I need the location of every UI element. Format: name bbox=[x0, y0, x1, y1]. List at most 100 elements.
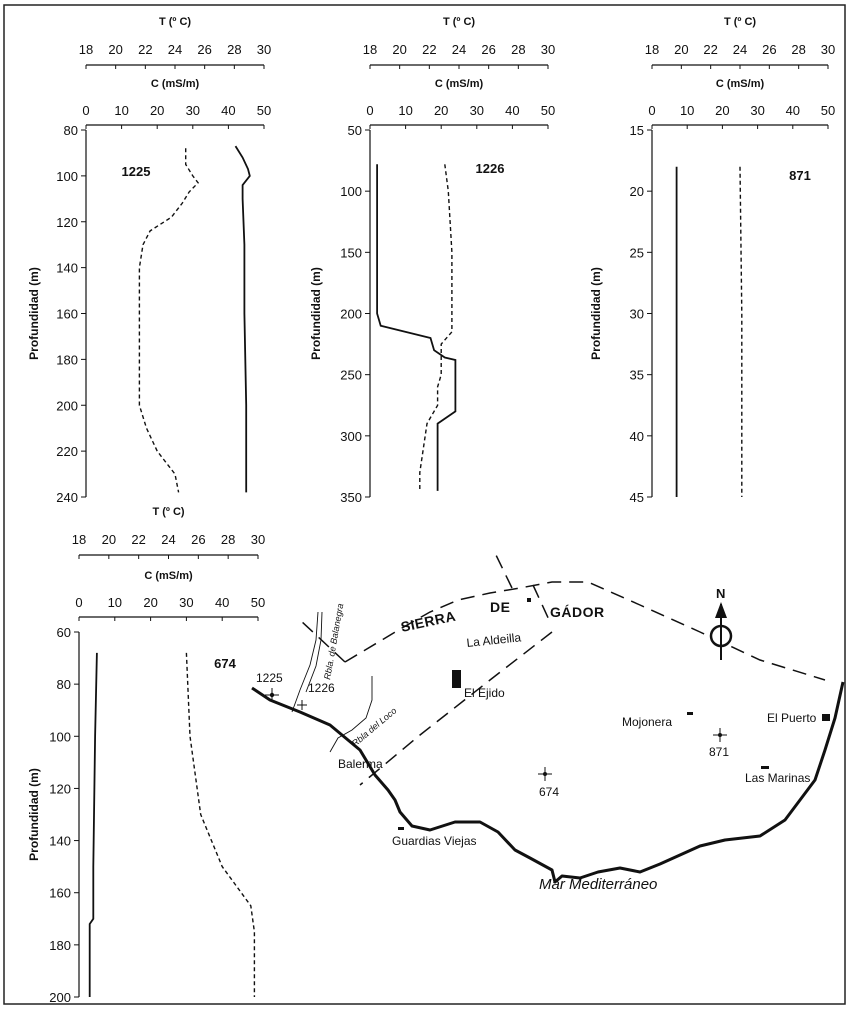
profile-line-solid bbox=[234, 145, 251, 493]
conductivity-tick-label: 40 bbox=[221, 103, 235, 118]
temperature-tick-label: 24 bbox=[452, 42, 466, 57]
temperature-tick-label: 28 bbox=[221, 532, 235, 547]
temperature-tick-label: 24 bbox=[161, 532, 175, 547]
temperature-tick-label: 18 bbox=[72, 532, 86, 547]
temperature-tick-label: 28 bbox=[227, 42, 241, 57]
boundary-dashed bbox=[344, 581, 826, 681]
depth-profile-1226: T (º C) 18 20 22 24 26 28 30 C (mS/m) 0 10 20 30 40 50… bbox=[309, 16, 555, 505]
stream-loco bbox=[329, 676, 373, 753]
depth-profile-871: T (º C) 18 20 22 24 26 28 30 C (mS/m) 0 10 20 30 40 50… bbox=[589, 16, 835, 505]
boundary-dashed-west bbox=[299, 619, 346, 663]
well-1226-marker bbox=[297, 700, 307, 710]
la-aldeilla-label: La Aldeilla bbox=[466, 630, 522, 650]
depth-tick-label: 140 bbox=[56, 261, 78, 276]
conductivity-tick-label: 0 bbox=[82, 103, 89, 118]
temperature-tick-label: 22 bbox=[422, 42, 436, 57]
depth-tick-label: 180 bbox=[49, 938, 71, 953]
profile-id-label: 674 bbox=[214, 656, 236, 671]
temperature-tick-label: 18 bbox=[79, 42, 93, 57]
conductivity-tick-label: 0 bbox=[75, 595, 82, 610]
depth-tick-label: 140 bbox=[49, 834, 71, 849]
temperature-tick-label: 24 bbox=[733, 42, 747, 57]
temperature-tick-label: 26 bbox=[197, 42, 211, 57]
depth-tick-label: 20 bbox=[630, 184, 644, 199]
las-marinas-town-marker bbox=[761, 766, 769, 769]
temperature-axis-label: T (º C) bbox=[724, 16, 756, 28]
temperature-tick-label: 20 bbox=[392, 42, 406, 57]
depth-tick-label: 200 bbox=[49, 990, 71, 1005]
temperature-tick-label: 30 bbox=[821, 42, 835, 57]
depth-tick-label: 120 bbox=[56, 215, 78, 230]
guardias-viejas-label: Guardias Viejas bbox=[392, 834, 477, 848]
conductivity-tick-label: 30 bbox=[750, 103, 764, 118]
boundary-dashed-south bbox=[359, 631, 553, 786]
well-1225-marker bbox=[265, 688, 279, 702]
north-arrow-icon: N bbox=[709, 586, 733, 660]
conductivity-tick-label: 50 bbox=[821, 103, 835, 118]
conductivity-tick-label: 20 bbox=[715, 103, 729, 118]
location-map: 1225 1226 871 674 SIERRA DE GÁDOR La Ald… bbox=[251, 552, 845, 893]
temperature-tick-label: 20 bbox=[102, 532, 116, 547]
temperature-axis-label: T (º C) bbox=[159, 16, 191, 28]
depth-tick-label: 300 bbox=[340, 429, 362, 444]
conductivity-tick-label: 30 bbox=[470, 103, 484, 118]
temperature-axis-label: T (º C) bbox=[152, 506, 184, 518]
conductivity-axis-label: C (mS/m) bbox=[144, 570, 193, 582]
depth-tick-label: 120 bbox=[49, 781, 71, 796]
las-marinas-label: Las Marinas bbox=[745, 771, 810, 785]
depth-tick-label: 25 bbox=[630, 245, 644, 260]
stream-balanegra-label: Rbla. de Balanegra bbox=[322, 603, 345, 681]
temperature-tick-label: 26 bbox=[481, 42, 495, 57]
conductivity-tick-label: 20 bbox=[434, 103, 448, 118]
well-871-marker bbox=[713, 728, 727, 742]
depth-tick-label: 150 bbox=[340, 245, 362, 260]
conductivity-axis-label: C (mS/m) bbox=[716, 78, 765, 90]
conductivity-tick-label: 0 bbox=[648, 103, 655, 118]
temperature-tick-label: 26 bbox=[191, 532, 205, 547]
conductivity-tick-label: 10 bbox=[114, 103, 128, 118]
depth-profile-1225: T (º C) 18 20 22 24 26 28 30 C (mS/m) 0 10 20 30 40 50… bbox=[27, 16, 271, 505]
el-ejido-label: El Ejido bbox=[464, 686, 505, 700]
depth-tick-label: 200 bbox=[56, 398, 78, 413]
well-1226-label: 1226 bbox=[308, 681, 335, 695]
depth-tick-label: 160 bbox=[49, 886, 71, 901]
depth-axis-title: Profundidad (m) bbox=[309, 267, 323, 360]
depth-tick-label: 100 bbox=[56, 169, 78, 184]
well-674-marker bbox=[538, 767, 552, 781]
conductivity-tick-label: 10 bbox=[398, 103, 412, 118]
stream-loco-label: Rbla del Loco bbox=[350, 705, 399, 748]
depth-tick-label: 35 bbox=[630, 368, 644, 383]
temperature-tick-label: 18 bbox=[645, 42, 659, 57]
depth-tick-label: 200 bbox=[340, 307, 362, 322]
depth-tick-label: 30 bbox=[630, 307, 644, 322]
conductivity-tick-label: 50 bbox=[541, 103, 555, 118]
mojonera-town-marker bbox=[687, 712, 693, 715]
sierra-word-1: SIERRA bbox=[399, 608, 457, 635]
profile-line-dashed bbox=[419, 164, 453, 491]
depth-tick-label: 100 bbox=[340, 184, 362, 199]
profile-line-solid bbox=[376, 164, 457, 491]
conductivity-tick-label: 20 bbox=[143, 595, 157, 610]
la-aldeilla-town-marker bbox=[527, 598, 531, 602]
temperature-tick-label: 20 bbox=[674, 42, 688, 57]
conductivity-tick-label: 10 bbox=[108, 595, 122, 610]
depth-tick-label: 350 bbox=[340, 490, 362, 505]
depth-tick-label: 240 bbox=[56, 490, 78, 505]
guardias-viejas-marker bbox=[398, 827, 404, 830]
mojonera-label: Mojonera bbox=[622, 715, 672, 729]
temperature-tick-label: 24 bbox=[168, 42, 182, 57]
temperature-tick-label: 28 bbox=[511, 42, 525, 57]
profile-line-dashed bbox=[739, 166, 743, 497]
depth-axis-title: Profundidad (m) bbox=[27, 267, 41, 360]
conductivity-tick-label: 40 bbox=[786, 103, 800, 118]
el-ejido-town-marker bbox=[452, 670, 461, 688]
temperature-tick-label: 22 bbox=[131, 532, 145, 547]
sierra-word-2: DE bbox=[490, 599, 510, 615]
depth-tick-label: 80 bbox=[57, 677, 71, 692]
sierra-word-3: GÁDOR bbox=[550, 604, 605, 620]
profile-id-label: 1225 bbox=[122, 164, 151, 179]
north-letter: N bbox=[716, 586, 725, 601]
well-871-label: 871 bbox=[709, 745, 729, 759]
profile-line-dashed bbox=[138, 148, 200, 493]
depth-tick-label: 50 bbox=[348, 123, 362, 138]
